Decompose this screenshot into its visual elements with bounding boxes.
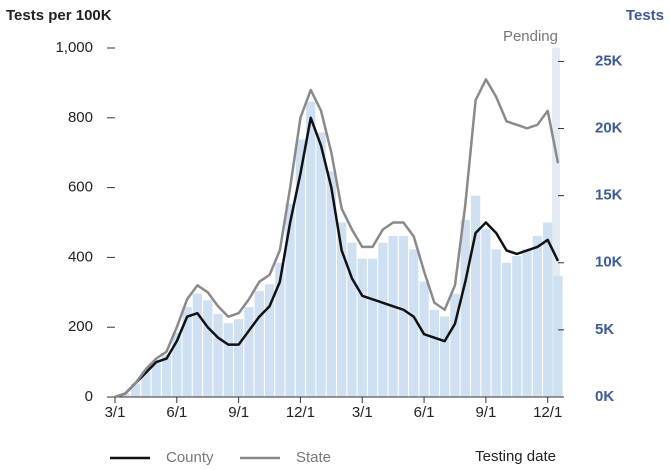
- x-tick-label: 3/1: [105, 404, 126, 421]
- y2-axis-title: Tests: [626, 7, 664, 24]
- bar: [512, 256, 522, 397]
- y-axis-title: Tests per 100K: [6, 7, 112, 24]
- y-tick-label: 600: [68, 179, 93, 196]
- pending-region: [552, 48, 560, 397]
- y-tick-label: 800: [68, 109, 93, 126]
- bar: [120, 393, 130, 397]
- bar: [141, 371, 151, 397]
- annotation: Pending: [503, 28, 558, 45]
- y-tick-label: 400: [68, 248, 93, 265]
- bar: [491, 249, 501, 397]
- bar: [203, 300, 213, 397]
- x-tick-label: 6/1: [414, 404, 435, 421]
- bar: [326, 171, 336, 397]
- bar: [419, 281, 429, 397]
- bar: [522, 249, 532, 397]
- bar: [306, 101, 316, 397]
- x-tick-label: 12/1: [286, 404, 315, 421]
- x-tick-label: 9/1: [475, 404, 496, 421]
- y2-tick-label: 5K: [595, 321, 614, 338]
- bar: [275, 262, 285, 397]
- legend-label: State: [296, 449, 331, 466]
- y2-tick-label: 15K: [595, 187, 623, 204]
- x-tick-label: 12/1: [533, 404, 562, 421]
- x-tick-label: 6/1: [166, 404, 187, 421]
- y2-tick-label: 0K: [595, 388, 614, 405]
- bar: [367, 258, 378, 397]
- bar: [130, 383, 141, 397]
- bar: [450, 293, 460, 397]
- bar: [161, 355, 172, 397]
- bar: [440, 316, 450, 397]
- bar: [347, 242, 357, 397]
- bar: [285, 203, 295, 397]
- x-tick-label: 3/1: [352, 404, 373, 421]
- legend-label: County: [166, 449, 214, 466]
- y2-tick-label: 20K: [595, 120, 623, 137]
- y-tick-label: 0: [85, 388, 93, 405]
- y2-tick-label: 25K: [595, 52, 623, 69]
- bar: [316, 132, 326, 398]
- y-tick-label: 1,000: [55, 39, 93, 56]
- bar: [543, 222, 553, 397]
- bar: [470, 195, 481, 397]
- bar: [357, 258, 367, 397]
- bar: [388, 235, 398, 397]
- bar: [233, 319, 244, 397]
- bar: [213, 313, 223, 397]
- bar: [532, 235, 543, 397]
- line-series: [114, 78, 560, 399]
- bar: [429, 309, 440, 397]
- bar: [264, 284, 275, 397]
- bar: [409, 249, 419, 397]
- y2-tick-label: 10K: [595, 254, 623, 271]
- bar: [254, 290, 264, 397]
- bar: [172, 332, 182, 397]
- bar: [553, 276, 563, 397]
- x-axis-title: Testing date: [475, 448, 556, 465]
- bar: [192, 293, 203, 397]
- bar: [481, 229, 491, 397]
- bar: [223, 323, 233, 397]
- bar: [244, 307, 254, 397]
- x-tick-label: 9/1: [228, 404, 249, 421]
- bar: [182, 307, 192, 397]
- bar: [295, 139, 306, 397]
- bar: [460, 219, 470, 397]
- bar: [501, 262, 512, 397]
- bar: [337, 222, 347, 397]
- y-tick-label: 200: [68, 318, 93, 335]
- bar: [151, 362, 161, 397]
- line-series: [114, 116, 560, 399]
- bar: [378, 242, 388, 397]
- bar: [398, 235, 409, 397]
